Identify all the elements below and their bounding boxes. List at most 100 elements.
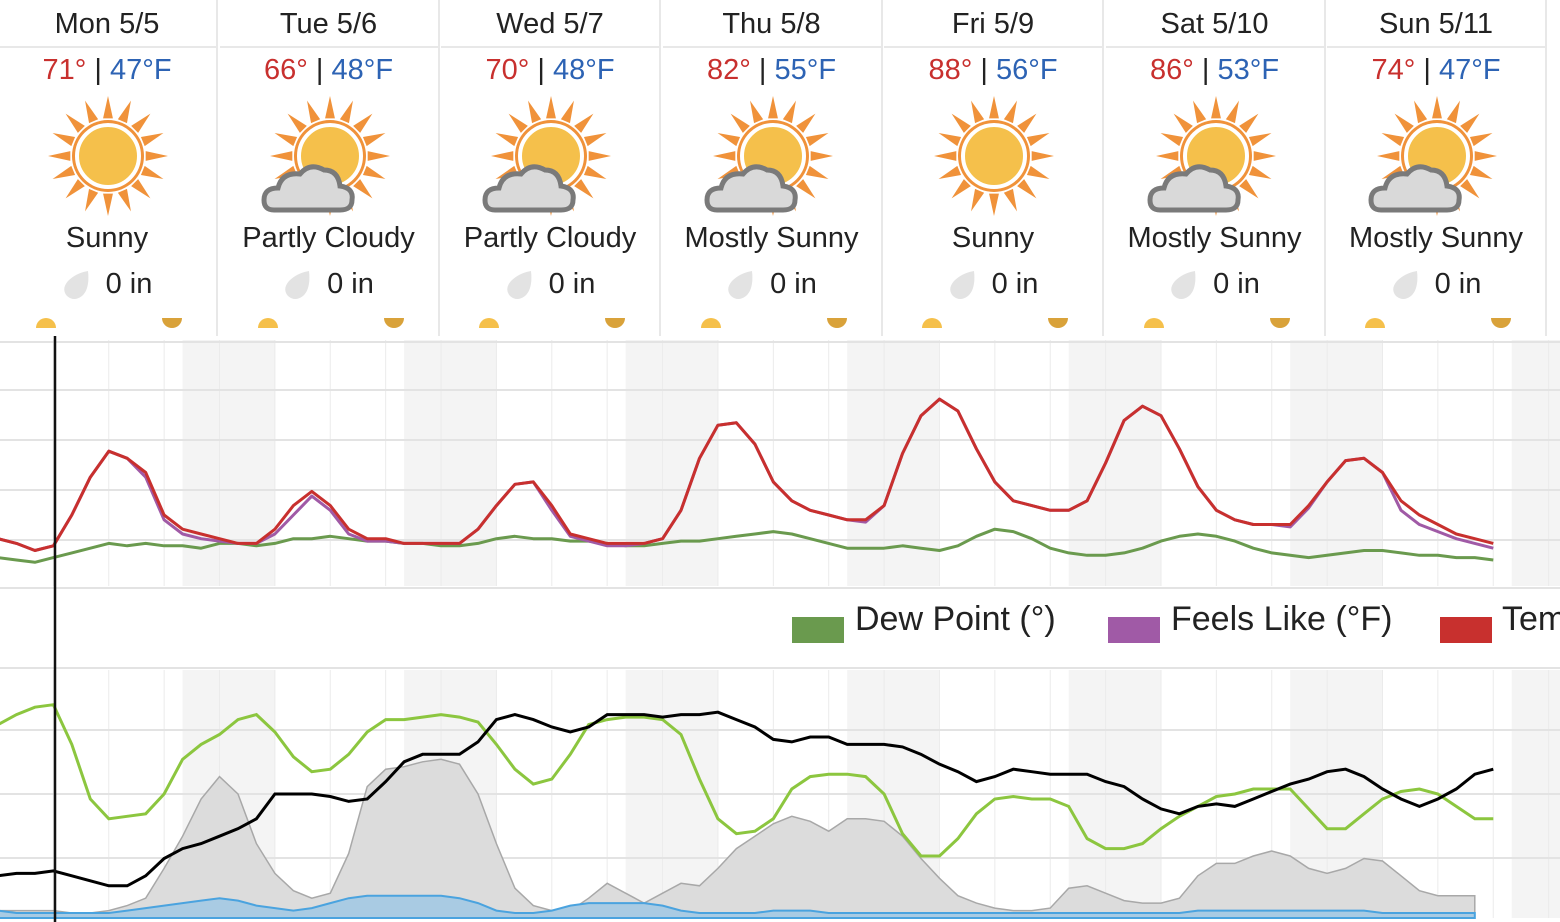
temp-separator: |	[980, 54, 988, 86]
temperature-range: 70° | 48°F	[441, 54, 659, 87]
night-band	[1290, 340, 1383, 586]
legend-swatch[interactable]	[1108, 617, 1160, 643]
mostly-sunny-icon	[703, 96, 843, 221]
condition-text: Mostly Sunny	[1348, 222, 1524, 254]
temp-separator: |	[537, 54, 545, 86]
precipitation: 0 in	[220, 268, 438, 301]
mostly-sunny-icon	[1146, 96, 1286, 221]
day-label: Sun 5/11	[1327, 0, 1545, 48]
condition-text: Sunny	[951, 222, 1035, 254]
precip-amount-area	[0, 894, 1476, 919]
high-temp: 71°	[42, 54, 87, 86]
sunrise-icon	[700, 318, 721, 328]
precip-amount: 0 in	[991, 268, 1039, 300]
precip-chance-area	[0, 758, 1476, 919]
sunrise-icon	[1365, 318, 1385, 328]
sunset-icon	[1491, 318, 1511, 328]
legend-label[interactable]: Feels Like (°F)	[1171, 600, 1393, 638]
high-temp: 66°	[263, 54, 308, 86]
day-label: Mon 5/5	[0, 0, 216, 48]
temp-separator: |	[315, 54, 324, 86]
partly-cloudy-icon	[481, 96, 621, 221]
temperature-range: 88° | 56°F	[884, 54, 1102, 87]
cloud-cover-line	[0, 710, 1494, 888]
day-label: Tue 5/6	[219, 0, 438, 48]
low-temp: 55°F	[774, 54, 837, 86]
daily-forecast-strip: Mon 5/5 71° | 47°F Sunny 0 in Tue 5/6 66° | …	[0, 0, 1560, 336]
precip-amount: 0 in	[105, 268, 153, 300]
series-line-0	[0, 397, 1494, 552]
raindrop-icon	[506, 271, 532, 300]
legend-label[interactable]: Tem	[1502, 600, 1560, 638]
low-temp: 47°F	[109, 54, 172, 86]
temp-separator: |	[758, 54, 767, 86]
precip-amount: 0 in	[770, 268, 817, 300]
high-temp: 82°	[706, 54, 751, 86]
day-column[interactable]: Sat 5/10 86° | 53°F Mostly Sunny 0 in	[1105, 0, 1326, 336]
low-temp: 48°F	[331, 54, 394, 86]
legend-label[interactable]: Dew Point (°)	[855, 600, 1056, 638]
condition-text: Mostly Sunny	[684, 222, 859, 254]
temp-separator: |	[1201, 54, 1210, 86]
day-label: Fri 5/9	[884, 0, 1102, 48]
high-temp: 74°	[1371, 54, 1416, 86]
night-band	[1068, 340, 1161, 586]
sunset-icon	[826, 318, 847, 328]
raindrop-icon	[1171, 271, 1196, 300]
day-label: Sat 5/10	[1105, 0, 1324, 48]
sunset-icon	[1269, 318, 1290, 328]
partly-cloudy-icon	[260, 96, 400, 221]
low-temp: 56°F	[995, 54, 1058, 86]
sun-icon	[924, 96, 1064, 221]
day-column[interactable]: Mon 5/5 71° | 47°F Sunny 0 in	[0, 0, 218, 336]
precipitation: 0 in	[663, 268, 881, 301]
mostly-sunny-icon	[1367, 96, 1507, 221]
condition-text: Partly Cloudy	[242, 222, 415, 254]
low-temp: 53°F	[1217, 54, 1280, 86]
night-band	[847, 340, 940, 586]
high-temp: 70°	[485, 54, 530, 86]
day-column[interactable]: Wed 5/7 70° | 48°F Partly Cloudy 0 in	[441, 0, 661, 336]
precip-amount: 0 in	[1434, 268, 1482, 300]
temperature-range: 86° | 53°F	[1106, 54, 1324, 87]
temperature-range: 71° | 47°F	[0, 54, 216, 87]
precip-amount: 0 in	[548, 268, 596, 300]
raindrop-icon	[63, 271, 89, 300]
legend-swatch[interactable]	[792, 617, 844, 643]
temperature-range: 82° | 55°F	[663, 54, 881, 87]
low-temp: 47°F	[1438, 54, 1501, 86]
raindrop-icon	[949, 271, 975, 300]
condition-text: Partly Cloudy	[463, 222, 637, 254]
sunrise-icon	[1143, 318, 1164, 328]
night-band	[625, 340, 718, 586]
sunset-icon	[605, 318, 625, 328]
sunrise-icon	[36, 318, 56, 328]
precip-amount: 0 in	[1213, 268, 1260, 300]
condition-text: Mostly Sunny	[1127, 222, 1302, 254]
precip-amount: 0 in	[327, 268, 374, 300]
day-label: Wed 5/7	[441, 0, 659, 48]
humidity-line	[0, 703, 1494, 858]
day-column[interactable]: Fri 5/9 88° | 56°F Sunny 0 in	[884, 0, 1104, 336]
legend-swatch[interactable]	[1440, 617, 1492, 643]
precipitation: 0 in	[1327, 268, 1545, 301]
precipitation: 0 in	[884, 268, 1102, 301]
precipitation: 0 in	[0, 268, 216, 301]
temperature-range: 66° | 48°F	[220, 54, 438, 87]
raindrop-icon	[1392, 271, 1418, 300]
condition-text: Sunny	[65, 222, 149, 254]
high-temp: 88°	[928, 54, 973, 86]
raindrop-icon	[285, 271, 310, 300]
precipitation: 0 in	[441, 268, 659, 301]
high-temp: 86°	[1149, 54, 1194, 86]
hourly-charts	[0, 336, 1560, 922]
day-column[interactable]: Thu 5/8 82° | 55°F Mostly Sunny 0 in	[662, 0, 883, 336]
sunrise-icon	[479, 318, 499, 328]
night-band	[404, 340, 497, 586]
night-band	[1511, 340, 1560, 586]
temp-separator: |	[94, 54, 102, 86]
temperature-range: 74° | 47°F	[1327, 54, 1545, 87]
precipitation: 0 in	[1106, 268, 1324, 301]
day-column[interactable]: Tue 5/6 66° | 48°F Partly Cloudy 0 in	[219, 0, 440, 336]
day-column[interactable]: Sun 5/11 74° | 47°F Mostly Sunny 0 in	[1327, 0, 1547, 336]
